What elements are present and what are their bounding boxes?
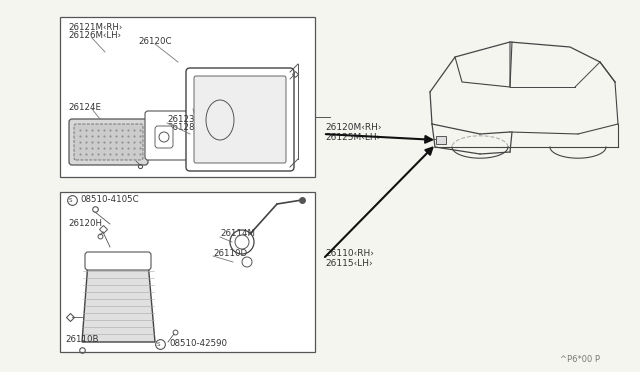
Text: 26125D: 26125D: [193, 103, 227, 112]
FancyBboxPatch shape: [145, 111, 188, 160]
Text: 26125M‹LH›: 26125M‹LH›: [325, 132, 380, 141]
FancyBboxPatch shape: [194, 76, 286, 163]
Text: 26126M‹LH›: 26126M‹LH›: [68, 31, 121, 39]
Text: ^P6*00 P: ^P6*00 P: [560, 356, 600, 365]
Text: s: s: [156, 341, 160, 347]
Text: 26120M‹RH›: 26120M‹RH›: [325, 122, 381, 131]
Text: 08510-4105C: 08510-4105C: [80, 196, 139, 205]
Text: 26121M‹RH›: 26121M‹RH›: [68, 22, 122, 32]
Text: 26110D: 26110D: [213, 250, 247, 259]
Bar: [436, 136, 446, 144]
Polygon shape: [82, 262, 155, 342]
Bar: [60, 17, 315, 177]
Text: 26114M: 26114M: [220, 230, 255, 238]
Text: 26120H: 26120H: [68, 219, 102, 228]
Bar: [60, 192, 315, 352]
FancyBboxPatch shape: [69, 119, 148, 165]
FancyBboxPatch shape: [186, 68, 294, 171]
Text: 26110‹RH›: 26110‹RH›: [325, 250, 374, 259]
Text: 26120C: 26120C: [138, 38, 172, 46]
FancyBboxPatch shape: [74, 124, 143, 160]
Text: s: s: [68, 197, 72, 203]
Text: 26115‹LH›: 26115‹LH›: [325, 260, 372, 269]
Text: 26124E: 26124E: [68, 103, 101, 112]
Text: 26110B: 26110B: [65, 336, 99, 344]
FancyBboxPatch shape: [85, 252, 151, 270]
FancyBboxPatch shape: [155, 126, 173, 148]
Text: 26123M‹RH›: 26123M‹RH›: [167, 115, 221, 125]
Text: 08510-42590: 08510-42590: [169, 340, 227, 349]
Text: 26128M‹LH›: 26128M‹LH›: [167, 124, 220, 132]
